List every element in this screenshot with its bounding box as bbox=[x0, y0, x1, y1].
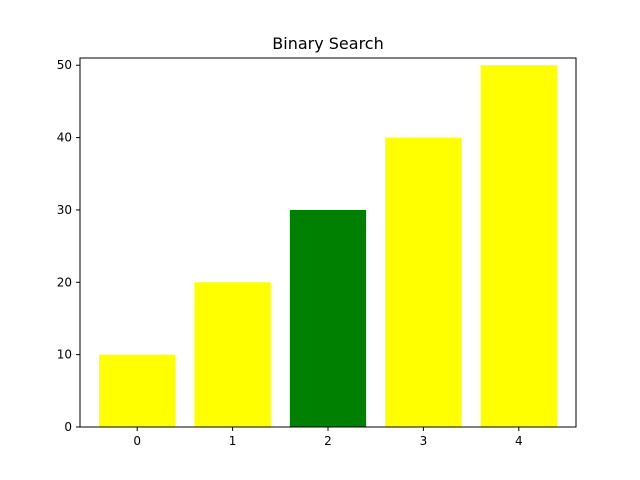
bar-3 bbox=[385, 137, 462, 427]
y-tick-label-40: 40 bbox=[57, 131, 72, 145]
y-tick-label-20: 20 bbox=[57, 275, 72, 289]
x-tick-label-3: 3 bbox=[420, 434, 428, 448]
bar-1 bbox=[194, 282, 271, 427]
chart-title: Binary Search bbox=[272, 34, 383, 53]
y-tick-label-10: 10 bbox=[57, 348, 72, 362]
bars-layer bbox=[99, 65, 557, 427]
x-tick-label-0: 0 bbox=[133, 434, 141, 448]
y-tick-label-30: 30 bbox=[57, 203, 72, 217]
bar-2 bbox=[289, 209, 367, 427]
y-tick-label-50: 50 bbox=[57, 58, 72, 72]
bar-4 bbox=[480, 65, 557, 427]
bar-0 bbox=[99, 354, 176, 427]
x-tick-label-2: 2 bbox=[324, 434, 332, 448]
x-tick-label-1: 1 bbox=[229, 434, 237, 448]
x-tick-label-4: 4 bbox=[515, 434, 523, 448]
y-tick-label-0: 0 bbox=[64, 420, 72, 434]
